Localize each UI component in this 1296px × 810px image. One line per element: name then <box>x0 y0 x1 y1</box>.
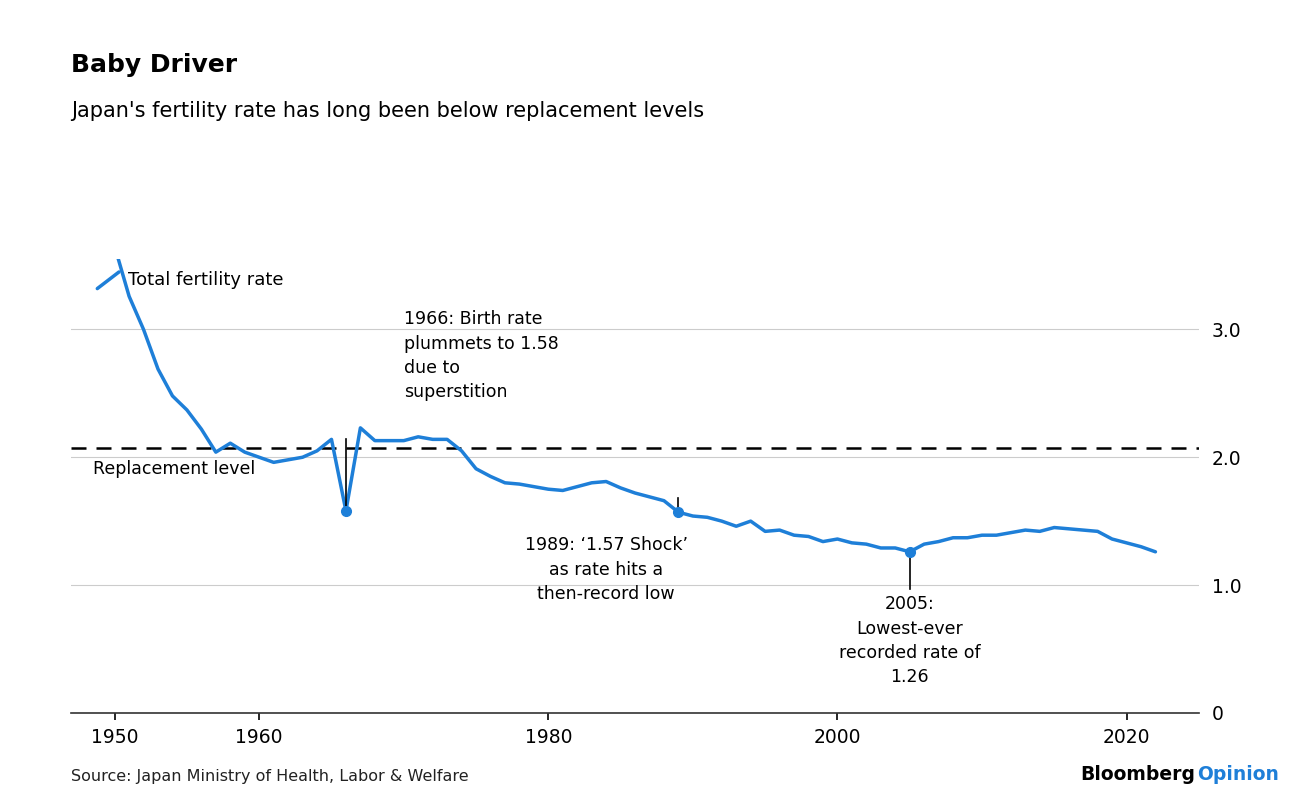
Text: Replacement level: Replacement level <box>93 460 255 478</box>
Text: Opinion: Opinion <box>1198 765 1279 784</box>
Text: 1989: ‘1.57 Shock’
as rate hits a
then-record low: 1989: ‘1.57 Shock’ as rate hits a then-r… <box>525 536 688 603</box>
Text: Baby Driver: Baby Driver <box>71 53 237 77</box>
Text: Bloomberg: Bloomberg <box>1080 765 1195 784</box>
Text: Japan's fertility rate has long been below replacement levels: Japan's fertility rate has long been bel… <box>71 101 705 122</box>
Text: Total fertility rate: Total fertility rate <box>127 271 283 289</box>
Text: Source: Japan Ministry of Health, Labor & Welfare: Source: Japan Ministry of Health, Labor … <box>71 769 469 784</box>
Text: 2005:
Lowest-ever
recorded rate of
1.26: 2005: Lowest-ever recorded rate of 1.26 <box>839 595 981 686</box>
Text: 1966: Birth rate
plummets to 1.58
due to
superstition: 1966: Birth rate plummets to 1.58 due to… <box>404 310 559 401</box>
